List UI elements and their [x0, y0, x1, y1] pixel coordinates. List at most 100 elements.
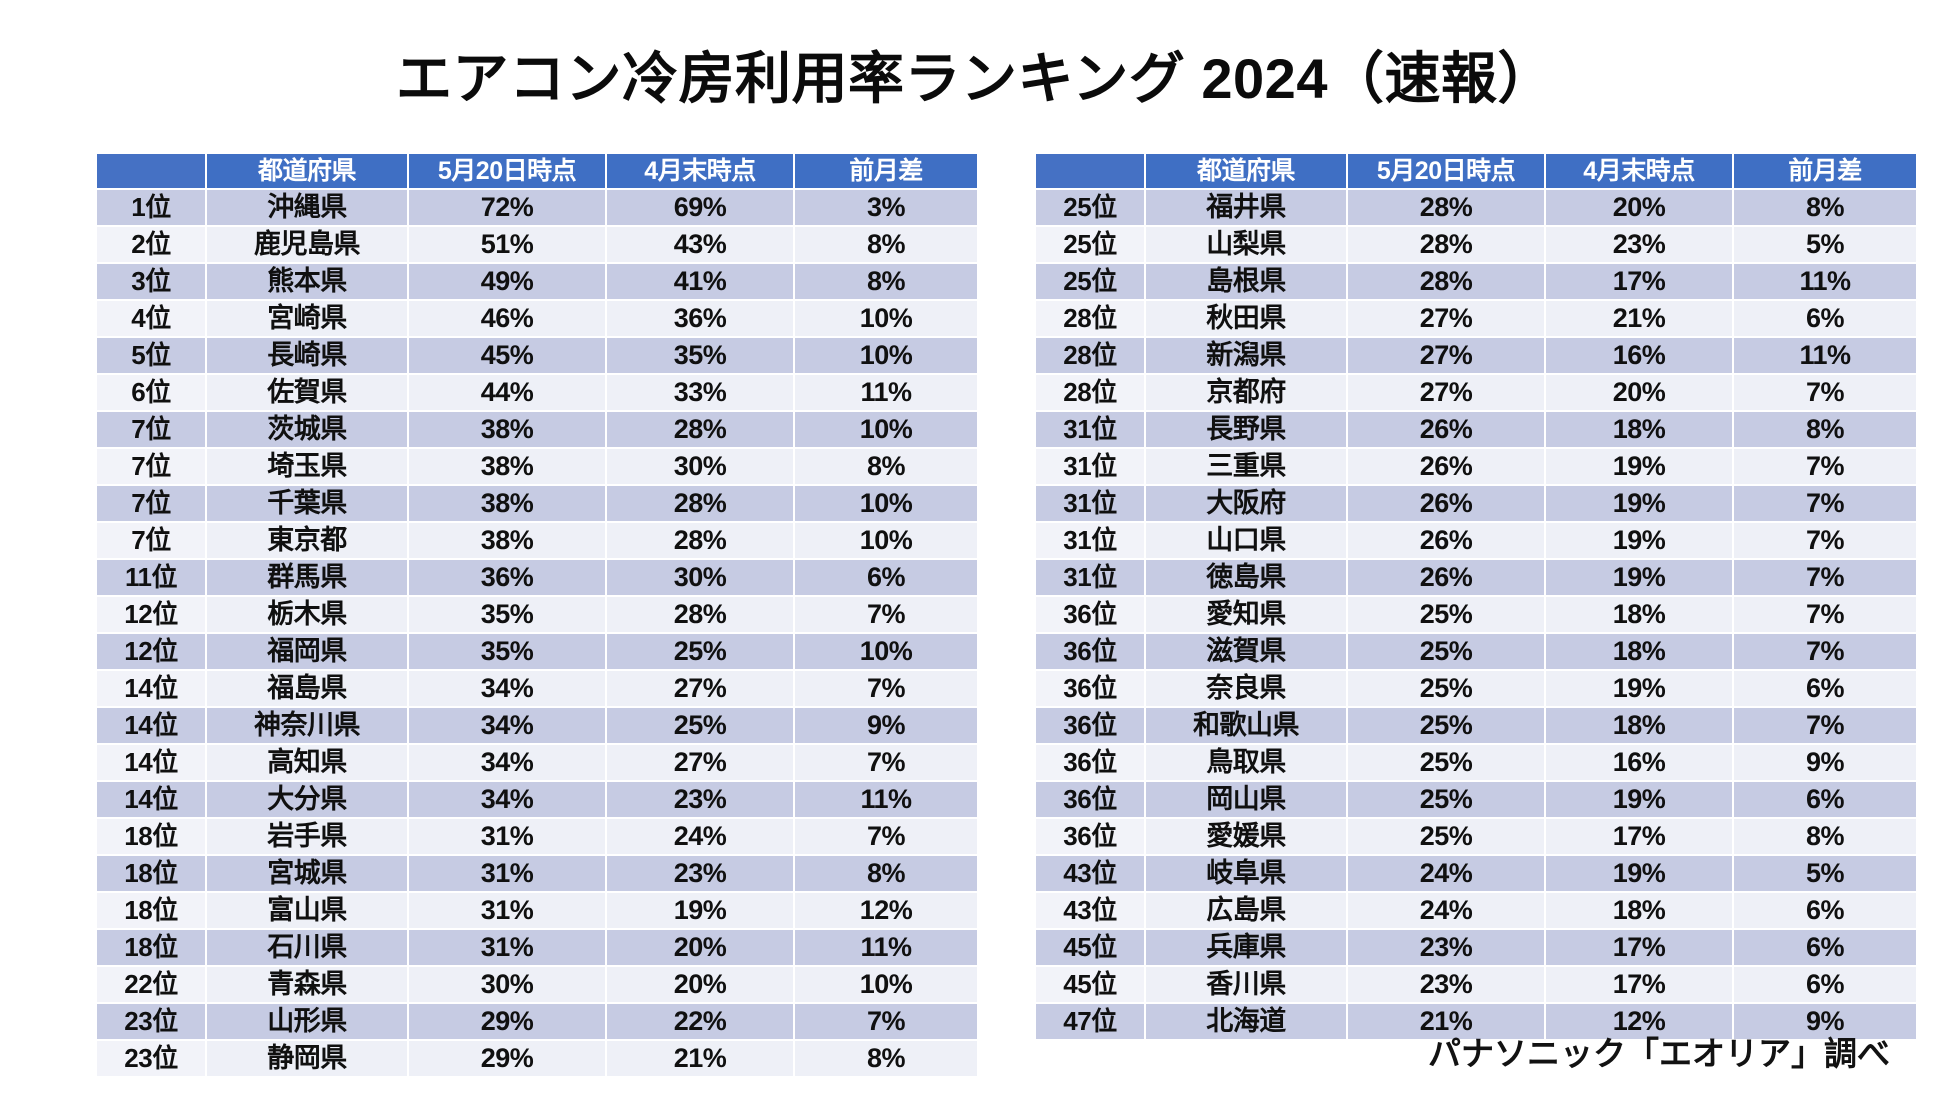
cell-may20: 34% — [409, 708, 605, 743]
cell-rank: 36位 — [1036, 634, 1144, 669]
table-row: 31位 徳島県 26% 19% 7% — [1036, 560, 1916, 595]
cell-prefecture: 青森県 — [207, 967, 407, 1002]
cell-prefecture: 群馬県 — [207, 560, 407, 595]
table-row: 14位 高知県 34% 27% 7% — [97, 745, 977, 780]
cell-rank: 4位 — [97, 301, 205, 336]
cell-month-diff: 11% — [795, 930, 977, 965]
cell-april-end: 19% — [1546, 486, 1732, 521]
cell-may20: 24% — [1348, 856, 1544, 891]
column-header-month-diff: 前月差 — [1734, 154, 1916, 188]
cell-prefecture: 新潟県 — [1146, 338, 1346, 373]
cell-rank: 31位 — [1036, 486, 1144, 521]
cell-prefecture: 奈良県 — [1146, 671, 1346, 706]
column-header-rank — [1036, 154, 1144, 188]
table-row: 36位 奈良県 25% 19% 6% — [1036, 671, 1916, 706]
cell-prefecture: 宮城県 — [207, 856, 407, 891]
cell-may20: 25% — [1348, 597, 1544, 632]
cell-rank: 25位 — [1036, 264, 1144, 299]
table-row: 18位 宮城県 31% 23% 8% — [97, 856, 977, 891]
cell-month-diff: 9% — [795, 708, 977, 743]
cell-prefecture: 岐阜県 — [1146, 856, 1346, 891]
table-row: 14位 福島県 34% 27% 7% — [97, 671, 977, 706]
cell-may20: 31% — [409, 856, 605, 891]
cell-prefecture: 鳥取県 — [1146, 745, 1346, 780]
cell-month-diff: 8% — [1734, 190, 1916, 225]
cell-may20: 21% — [1348, 1004, 1544, 1039]
cell-may20: 30% — [409, 967, 605, 1002]
cell-prefecture: 大阪府 — [1146, 486, 1346, 521]
ranking-table-left: 都道府県 5月20日時点 4月末時点 前月差 1位 沖縄県 72% 69% 3% 2位 鹿児… — [95, 152, 979, 1078]
table-row: 31位 山口県 26% 19% 7% — [1036, 523, 1916, 558]
cell-rank: 45位 — [1036, 967, 1144, 1002]
cell-may20: 26% — [1348, 486, 1544, 521]
cell-rank: 25位 — [1036, 190, 1144, 225]
table-row: 7位 埼玉県 38% 30% 8% — [97, 449, 977, 484]
table-row: 22位 青森県 30% 20% 10% — [97, 967, 977, 1002]
cell-prefecture: 徳島県 — [1146, 560, 1346, 595]
cell-may20: 25% — [1348, 671, 1544, 706]
table-row: 3位 熊本県 49% 41% 8% — [97, 264, 977, 299]
table-row: 18位 富山県 31% 19% 12% — [97, 893, 977, 928]
cell-april-end: 19% — [1546, 560, 1732, 595]
cell-rank: 18位 — [97, 893, 205, 928]
cell-april-end: 28% — [607, 412, 793, 447]
cell-april-end: 18% — [1546, 893, 1732, 928]
cell-april-end: 36% — [607, 301, 793, 336]
table-row: 5位 長崎県 45% 35% 10% — [97, 338, 977, 373]
cell-may20: 31% — [409, 893, 605, 928]
cell-month-diff: 7% — [1734, 708, 1916, 743]
cell-rank: 36位 — [1036, 597, 1144, 632]
cell-month-diff: 6% — [795, 560, 977, 595]
cell-prefecture: 愛媛県 — [1146, 819, 1346, 854]
cell-month-diff: 11% — [795, 782, 977, 817]
cell-rank: 25位 — [1036, 227, 1144, 262]
table-row: 45位 兵庫県 23% 17% 6% — [1036, 930, 1916, 965]
table-row: 25位 福井県 28% 20% 8% — [1036, 190, 1916, 225]
cell-month-diff: 11% — [1734, 338, 1916, 373]
cell-may20: 49% — [409, 264, 605, 299]
cell-april-end: 17% — [1546, 930, 1732, 965]
cell-rank: 47位 — [1036, 1004, 1144, 1039]
cell-month-diff: 10% — [795, 523, 977, 558]
cell-april-end: 30% — [607, 560, 793, 595]
cell-prefecture: 石川県 — [207, 930, 407, 965]
cell-month-diff: 11% — [1734, 264, 1916, 299]
table-row: 36位 愛知県 25% 18% 7% — [1036, 597, 1916, 632]
cell-may20: 51% — [409, 227, 605, 262]
cell-month-diff: 6% — [1734, 782, 1916, 817]
cell-april-end: 23% — [1546, 227, 1732, 262]
cell-april-end: 23% — [607, 856, 793, 891]
table-row: 23位 静岡県 29% 21% 8% — [97, 1041, 977, 1076]
cell-month-diff: 7% — [1734, 486, 1916, 521]
cell-prefecture: 愛知県 — [1146, 597, 1346, 632]
table-row: 36位 鳥取県 25% 16% 9% — [1036, 745, 1916, 780]
cell-rank: 14位 — [97, 671, 205, 706]
cell-rank: 14位 — [97, 708, 205, 743]
cell-rank: 18位 — [97, 819, 205, 854]
cell-prefecture: 秋田県 — [1146, 301, 1346, 336]
column-header-prefecture: 都道府県 — [1146, 154, 1346, 188]
cell-month-diff: 10% — [795, 486, 977, 521]
table-row: 28位 新潟県 27% 16% 11% — [1036, 338, 1916, 373]
cell-rank: 31位 — [1036, 523, 1144, 558]
cell-month-diff: 6% — [1734, 967, 1916, 1002]
table-row: 12位 福岡県 35% 25% 10% — [97, 634, 977, 669]
cell-may20: 38% — [409, 486, 605, 521]
cell-april-end: 19% — [1546, 523, 1732, 558]
cell-prefecture: 鹿児島県 — [207, 227, 407, 262]
cell-may20: 28% — [1348, 227, 1544, 262]
cell-prefecture: 福井県 — [1146, 190, 1346, 225]
cell-may20: 26% — [1348, 449, 1544, 484]
cell-prefecture: 長野県 — [1146, 412, 1346, 447]
cell-prefecture: 大分県 — [207, 782, 407, 817]
table-row: 14位 神奈川県 34% 25% 9% — [97, 708, 977, 743]
table-row: 7位 千葉県 38% 28% 10% — [97, 486, 977, 521]
cell-prefecture: 福島県 — [207, 671, 407, 706]
cell-rank: 14位 — [97, 782, 205, 817]
cell-month-diff: 10% — [795, 412, 977, 447]
cell-april-end: 18% — [1546, 708, 1732, 743]
column-header-rank — [97, 154, 205, 188]
cell-month-diff: 8% — [795, 264, 977, 299]
table-row: 1位 沖縄県 72% 69% 3% — [97, 190, 977, 225]
column-header-april-end: 4月末時点 — [1546, 154, 1732, 188]
